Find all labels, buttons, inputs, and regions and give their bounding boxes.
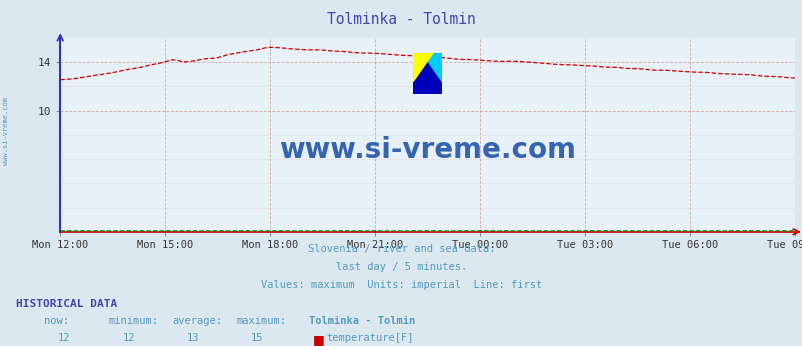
Text: HISTORICAL DATA: HISTORICAL DATA (16, 299, 117, 309)
Text: Tolminka - Tolmin: Tolminka - Tolmin (326, 12, 476, 27)
Text: 12: 12 (122, 333, 135, 343)
Text: ■: ■ (313, 333, 325, 346)
Text: www.si-vreme.com: www.si-vreme.com (3, 98, 10, 165)
Text: 12: 12 (58, 333, 71, 343)
Text: 15: 15 (250, 333, 263, 343)
Text: Values: maximum  Units: imperial  Line: first: Values: maximum Units: imperial Line: fi… (261, 280, 541, 290)
Text: minimum:: minimum: (108, 316, 158, 326)
Text: Slovenia / river and sea data.: Slovenia / river and sea data. (307, 244, 495, 254)
Polygon shape (412, 53, 433, 82)
Text: average:: average: (172, 316, 222, 326)
Polygon shape (412, 53, 441, 82)
Text: maximum:: maximum: (237, 316, 286, 326)
Text: Tolminka - Tolmin: Tolminka - Tolmin (309, 316, 415, 326)
Text: last day / 5 minutes.: last day / 5 minutes. (335, 262, 467, 272)
Text: 13: 13 (186, 333, 199, 343)
Text: www.si-vreme.com: www.si-vreme.com (279, 136, 575, 164)
Text: temperature[F]: temperature[F] (326, 333, 414, 343)
Text: now:: now: (44, 316, 69, 326)
